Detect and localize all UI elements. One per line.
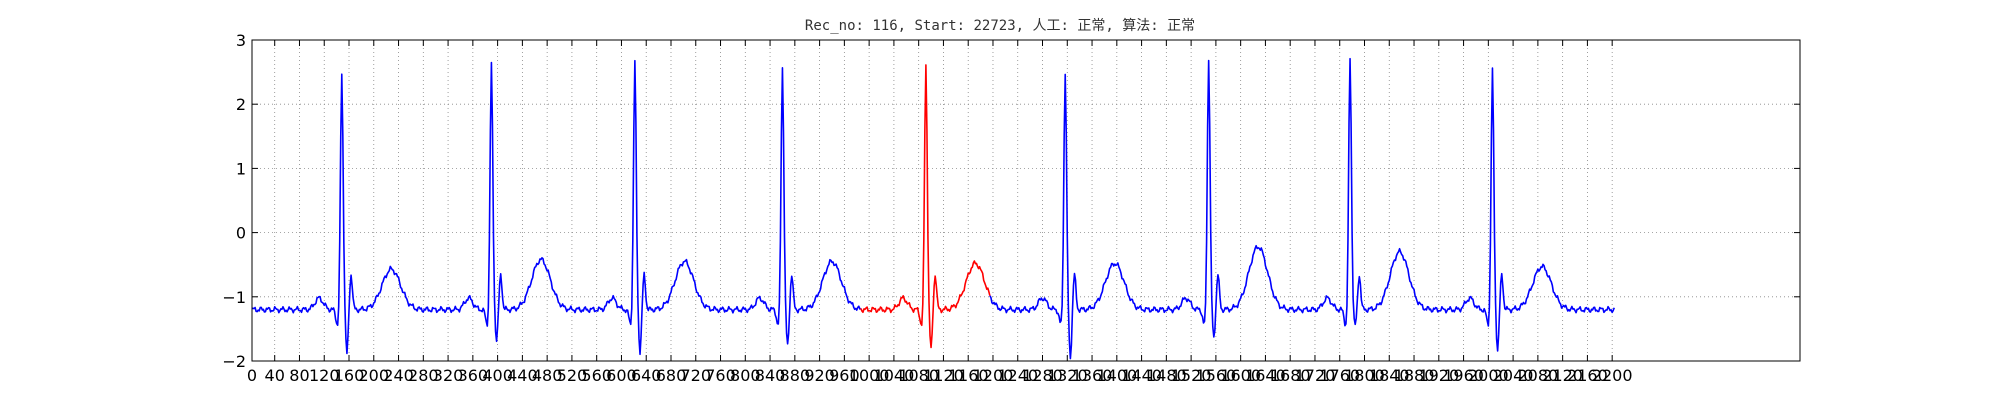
x-tick-label: 1360	[1072, 366, 1113, 385]
x-tick-label: 1640	[1245, 366, 1286, 385]
x-tick-label: 760	[705, 366, 736, 385]
x-tick-label: 1800	[1344, 366, 1385, 385]
x-tick-label: 880	[780, 366, 811, 385]
y-tick-label: 2	[236, 95, 246, 114]
x-tick-label: 920	[804, 366, 835, 385]
x-axis: 0 40 80 12016020024028032036040044048052056…	[247, 40, 1633, 385]
x-tick-label: 1960	[1443, 366, 1484, 385]
x-tick-label: 1880	[1394, 366, 1435, 385]
highlighted-beat-line	[860, 64, 991, 349]
x-tick-label: 1000	[849, 366, 890, 385]
x-tick-label: 1200	[973, 366, 1014, 385]
x-tick-label: 560	[581, 366, 612, 385]
x-tick-label: 1920	[1418, 366, 1459, 385]
x-tick-label: 1760	[1319, 366, 1360, 385]
y-tick-label: −2	[222, 352, 246, 371]
y-tick-label: 3	[236, 31, 246, 50]
x-tick-label: 1600	[1220, 366, 1261, 385]
y-tick-label: 1	[236, 159, 246, 178]
x-tick-label: 1080	[898, 366, 939, 385]
ecg-signal	[251, 57, 1615, 360]
x-tick-label: 2040	[1493, 366, 1534, 385]
signal-line-before	[251, 59, 862, 356]
x-tick-label: 1720	[1295, 366, 1336, 385]
x-tick-label: 360	[458, 366, 489, 385]
x-tick-label: 1240	[997, 366, 1038, 385]
x-tick-label: 800	[730, 366, 761, 385]
x-tick-label: 0	[247, 366, 257, 385]
x-tick-label: 520	[557, 366, 588, 385]
x-tick-label: 1440	[1121, 366, 1162, 385]
x-tick-label: 1120	[923, 366, 964, 385]
chart-title: Rec_no: 116, Start: 22723, 人工: 正常, 算法: 正…	[805, 18, 1195, 34]
x-tick-label: 1280	[1022, 366, 1063, 385]
x-tick-label: 200	[359, 366, 390, 385]
x-tick-label: 2200	[1592, 366, 1633, 385]
signal-line-after	[989, 57, 1615, 360]
y-tick-label: 0	[236, 224, 246, 243]
x-tick-label: 720	[680, 366, 711, 385]
x-tick-label: 640	[631, 366, 662, 385]
y-axis: −2 −1 0 1 2 3	[222, 31, 1800, 371]
x-tick-label: 120	[309, 366, 340, 385]
x-tick-label: 600	[606, 366, 637, 385]
x-tick-label: 2080	[1518, 366, 1559, 385]
x-tick-label: 1680	[1270, 366, 1311, 385]
y-tick-label: −1	[222, 288, 246, 307]
x-tick-label: 440	[507, 366, 538, 385]
x-tick-label: 1840	[1369, 366, 1410, 385]
x-tick-label: 1040	[874, 366, 915, 385]
x-tick-label: 840	[755, 366, 786, 385]
x-tick-label: 280	[408, 366, 439, 385]
x-tick-label: 1400	[1096, 366, 1137, 385]
x-tick-label: 480	[532, 366, 563, 385]
x-tick-label: 320	[433, 366, 464, 385]
x-tick-label: 2000	[1468, 366, 1509, 385]
plot-area-frame	[251, 39, 1801, 362]
x-tick-label: 1320	[1047, 366, 1088, 385]
x-tick-label: 1480	[1146, 366, 1187, 385]
x-tick-label: 2120	[1542, 366, 1583, 385]
x-tick-label: 960	[829, 366, 860, 385]
x-tick-label: 1520	[1171, 366, 1212, 385]
x-tick-label: 400	[482, 366, 513, 385]
x-tick-label: 240	[383, 366, 414, 385]
x-tick-label: 160	[334, 366, 365, 385]
x-tick-label: 1560	[1196, 366, 1237, 385]
x-tick-label: 680	[656, 366, 687, 385]
x-tick-label: 80	[289, 366, 309, 385]
x-tick-label: 40	[265, 366, 285, 385]
x-tick-label: 1160	[948, 366, 989, 385]
x-tick-label: 2160	[1567, 366, 1608, 385]
